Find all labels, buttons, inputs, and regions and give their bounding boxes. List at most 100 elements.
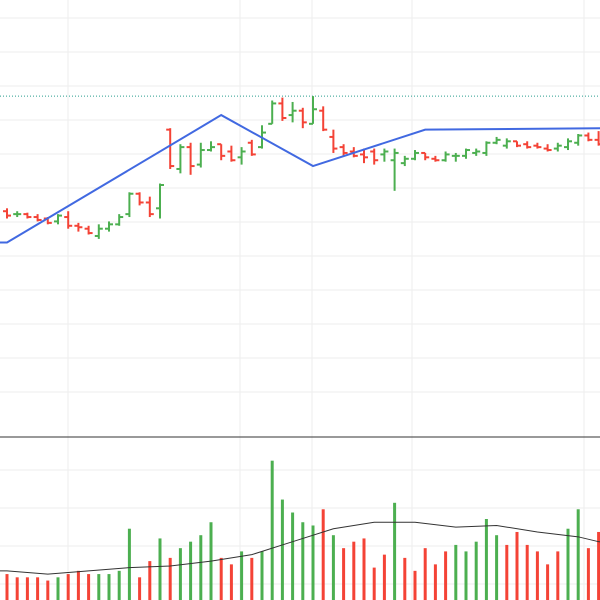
volume-bar <box>168 557 172 600</box>
volume-bar <box>158 538 162 600</box>
ohlc-bar <box>390 148 399 191</box>
ohlc-bar <box>23 212 32 219</box>
volume-bar <box>403 557 407 600</box>
volume-panel <box>5 460 600 600</box>
ohlc-bar <box>207 141 215 152</box>
volume-bar <box>444 551 448 600</box>
ohlc-bar <box>400 155 409 167</box>
volume-bar <box>199 535 203 600</box>
ohlc-bar <box>105 221 113 232</box>
volume-bar <box>219 557 223 600</box>
volume-bar <box>576 509 580 600</box>
volume-bar <box>240 551 244 600</box>
volume-bar <box>66 574 70 600</box>
ohlc-bar <box>54 214 62 225</box>
volume-bar <box>270 460 274 600</box>
volume-bar <box>464 551 468 600</box>
volume-bar <box>311 525 315 600</box>
ohlc-bar <box>237 147 246 165</box>
ohlc-bar <box>574 134 583 146</box>
volume-bar <box>515 531 519 600</box>
ohlc-bar <box>441 151 450 162</box>
volume-bar <box>474 541 478 600</box>
volume-bar <box>117 570 121 600</box>
volume-bar <box>189 541 193 600</box>
ohlc-bar <box>298 107 307 129</box>
zigzag-layer <box>0 113 600 244</box>
volume-bar <box>25 577 29 600</box>
volume-bar <box>352 541 356 600</box>
volume-bar <box>127 528 131 600</box>
volume-bar <box>56 577 60 600</box>
volume-bar <box>76 570 80 600</box>
ohlc-bar <box>594 131 600 146</box>
volume-bar <box>423 548 427 600</box>
ohlc-bar <box>411 150 419 161</box>
volume-bar <box>321 509 325 600</box>
ohlc-bar <box>145 196 154 218</box>
volume-bar <box>15 577 19 600</box>
ohlc-bar <box>166 128 175 169</box>
ohlc-bar <box>84 225 93 235</box>
ohlc-bar <box>156 183 164 219</box>
ohlc-bar <box>553 142 562 152</box>
ohlc-bar <box>94 224 103 239</box>
volume-bar <box>566 528 570 600</box>
ohlc-bar <box>309 96 317 125</box>
volume-bar <box>393 502 397 600</box>
ohlc-bar <box>360 148 368 164</box>
volume-ma-layer <box>0 521 600 575</box>
ohlc-bar <box>462 148 470 159</box>
volume-bar <box>46 580 50 600</box>
ohlc-bar <box>13 211 22 218</box>
volume-bar <box>36 577 40 600</box>
price-panel <box>3 96 600 239</box>
volume-bar <box>505 544 509 600</box>
volume-bar <box>495 535 499 600</box>
volume-bar <box>525 544 529 600</box>
volume-bar <box>331 535 335 600</box>
volume-bar <box>535 551 539 600</box>
ohlc-bar <box>492 136 501 145</box>
volume-bar <box>597 531 600 600</box>
volume-bar <box>586 548 590 600</box>
ohlc-bar <box>319 106 328 132</box>
volume-bar <box>280 499 284 600</box>
volume-bar <box>178 548 182 600</box>
volume-bar <box>87 574 91 600</box>
ohlc-bar <box>33 214 42 222</box>
ohlc-bar <box>482 141 491 156</box>
ohlc-bar <box>217 143 226 161</box>
volume-bar <box>413 570 417 600</box>
ohlc-bar <box>186 142 195 175</box>
ohlc-bar <box>421 151 430 161</box>
ohlc-bar <box>329 129 338 153</box>
ohlc-bar <box>288 101 297 123</box>
volume-bar <box>556 551 560 600</box>
ohlc-bar <box>513 140 521 148</box>
volume-bar <box>342 548 346 600</box>
volume-bar <box>97 574 101 600</box>
volume-bar <box>382 554 386 600</box>
ohlc-bar <box>268 100 277 125</box>
ohlc-bar <box>502 138 511 149</box>
ohlc-bar <box>196 142 205 168</box>
volume-bar <box>229 564 233 600</box>
zigzag-line <box>0 113 600 244</box>
ohlc-bar <box>115 214 124 226</box>
ohlc-bar <box>339 144 348 156</box>
ohlc-bar <box>451 152 460 162</box>
ohlc-bar <box>135 192 144 206</box>
volume-bar <box>260 551 264 600</box>
volume-bar <box>433 564 437 600</box>
ohlc-bar <box>278 97 287 121</box>
volume-bar <box>148 561 152 600</box>
ohlc-bar <box>176 144 185 174</box>
ohlc-bar <box>64 211 73 229</box>
ohlc-bar <box>533 142 542 149</box>
ohlc-bar <box>523 141 532 149</box>
volume-bar <box>546 564 550 600</box>
